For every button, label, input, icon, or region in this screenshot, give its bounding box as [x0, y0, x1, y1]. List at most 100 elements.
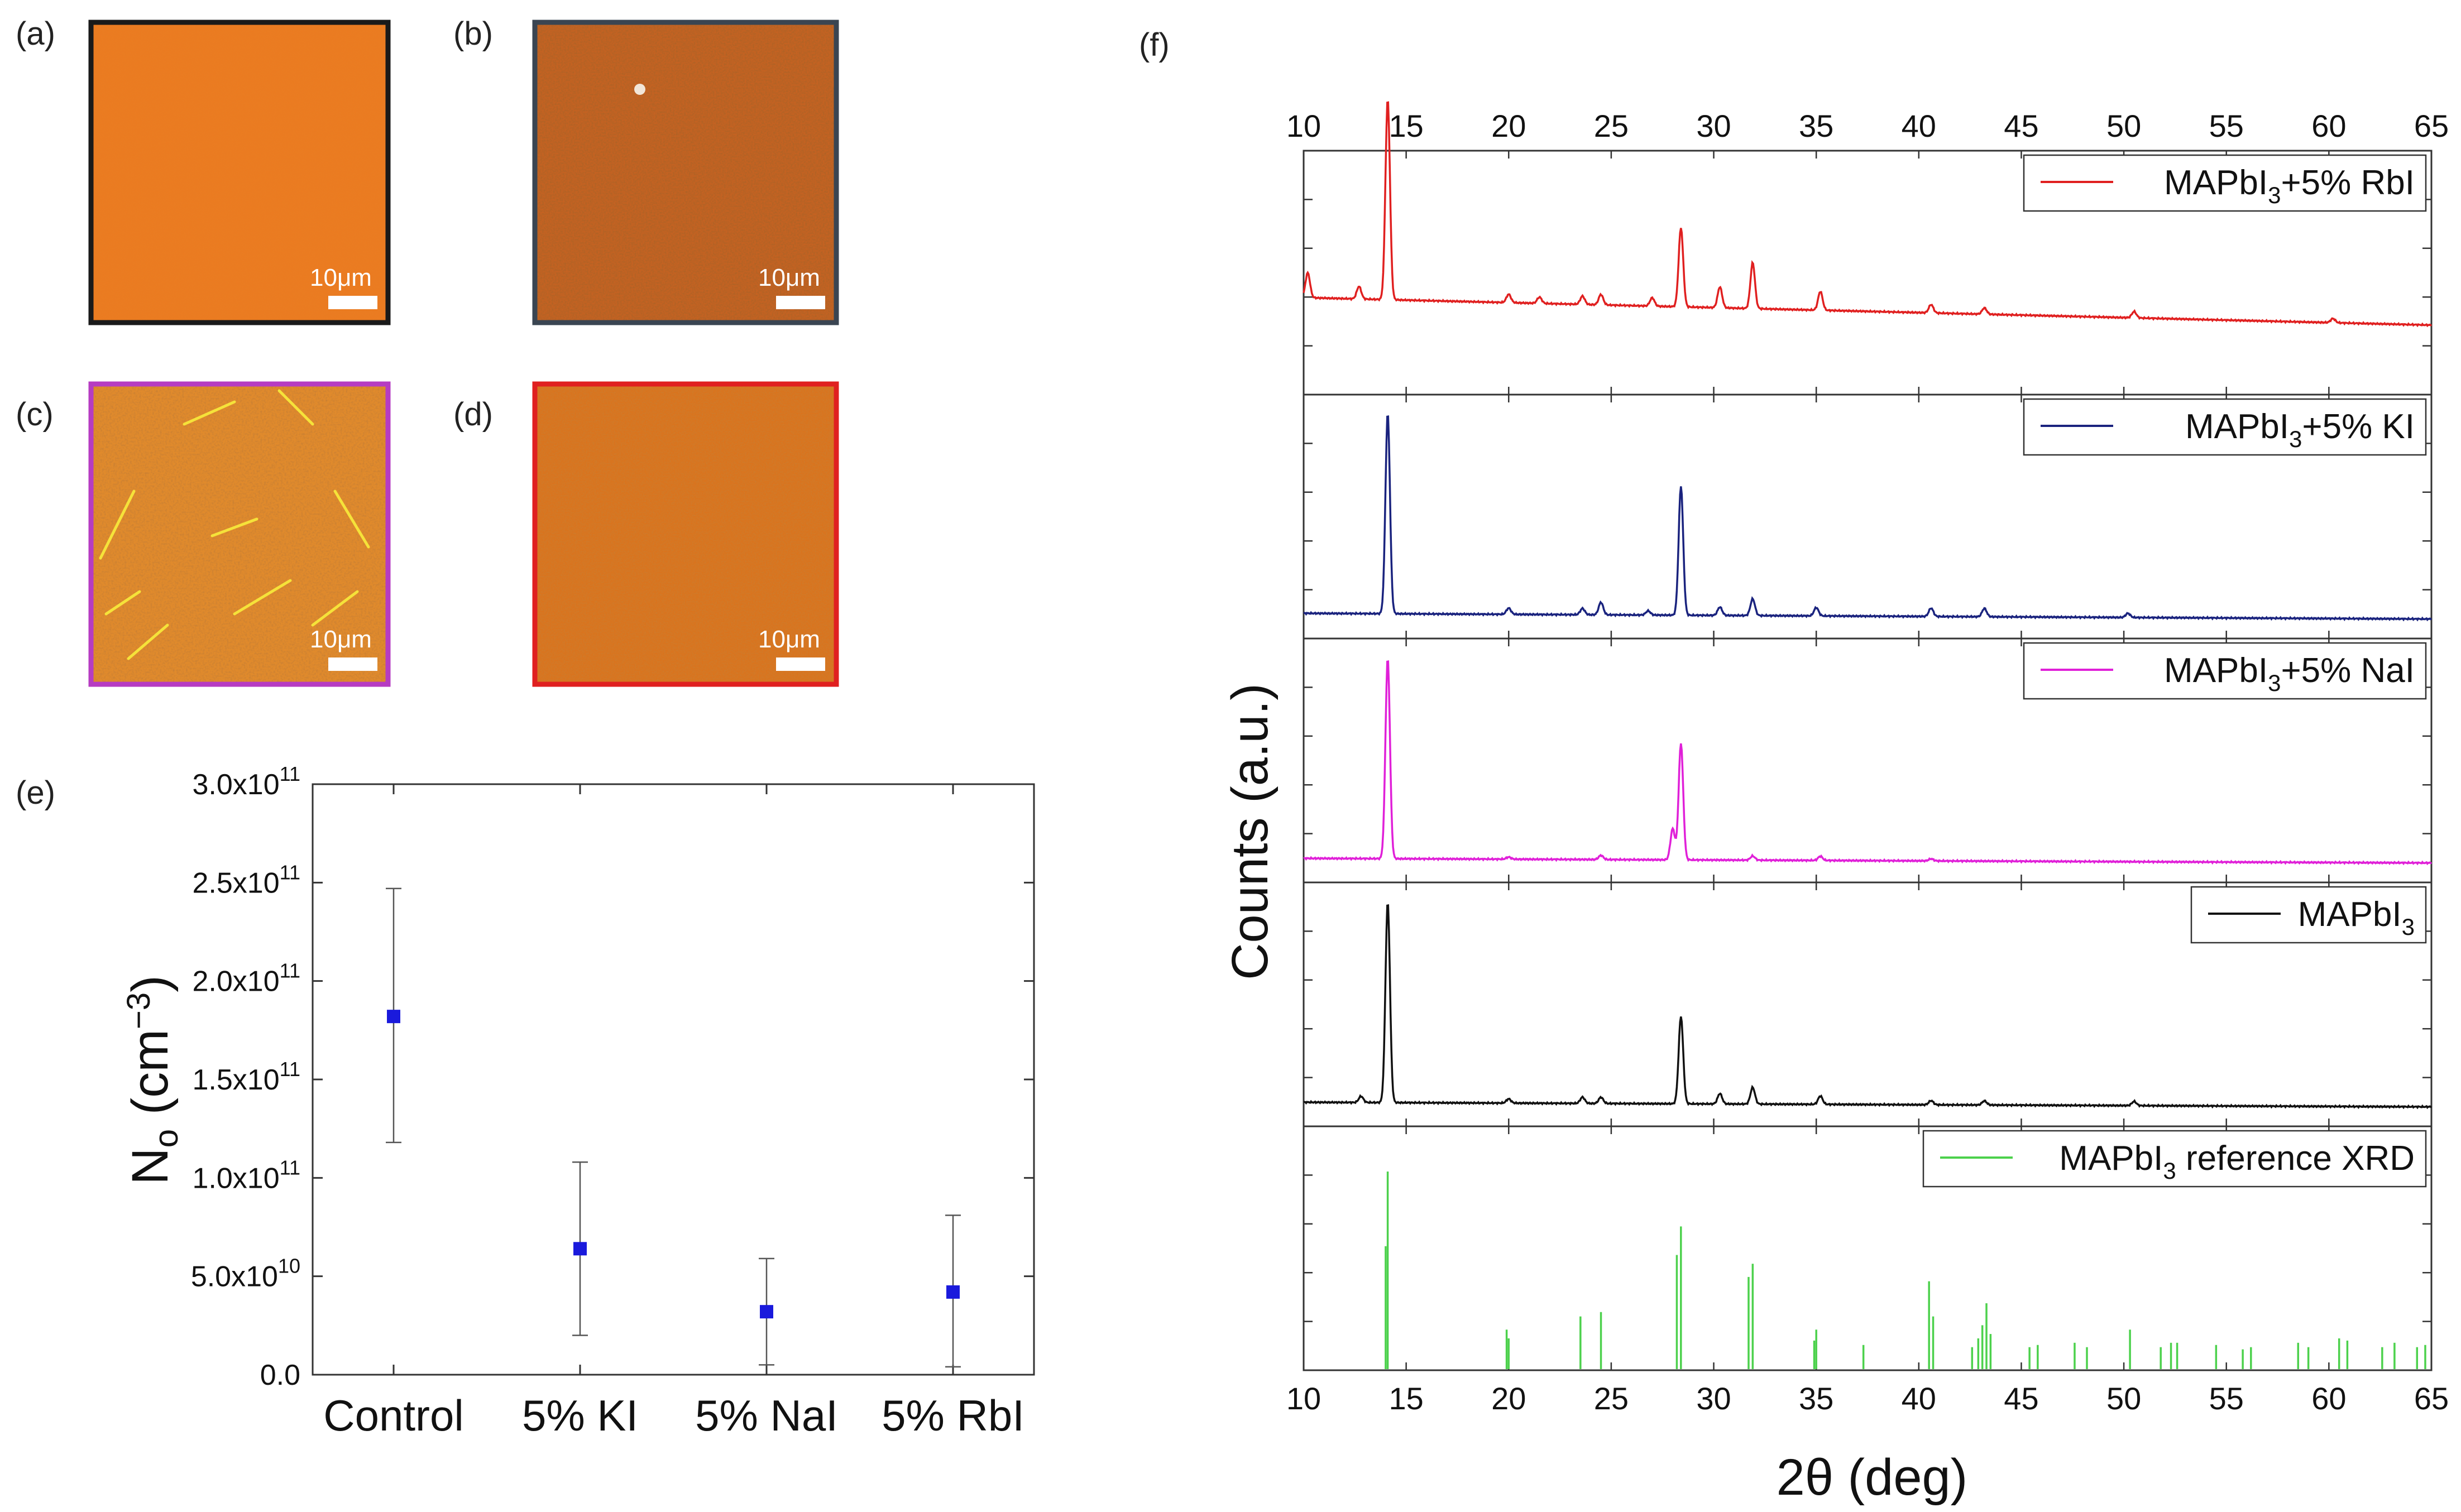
category-label: 5% NaI [695, 1391, 838, 1440]
data-point [387, 1010, 400, 1024]
afm-image-d: 10μm [532, 381, 839, 687]
y-tick-label-base: 5.0x10 [191, 1261, 278, 1293]
x-tick-label-top: 10 [1286, 108, 1321, 143]
x-tick-label-top: 50 [2106, 108, 2141, 143]
y-tick-label-base: 1.5x10 [192, 1064, 279, 1096]
needle [311, 590, 359, 627]
y-tick-label-base: 2.5x10 [192, 867, 279, 899]
needle [210, 517, 258, 537]
x-tick-label-top: 25 [1594, 108, 1629, 143]
afm-c-border [88, 381, 391, 687]
subpanel-1: MAPbI3+5% RbI [1303, 101, 2433, 396]
subpanel-5: MAPbI3 reference XRD [1303, 1125, 2433, 1371]
y-tick-label-base: 1.0x10 [192, 1162, 279, 1194]
legend-label-pre: MAPbI [2164, 651, 2268, 690]
y-tick-label-base: 2.0x10 [192, 966, 279, 998]
y-tick-label-base: 0.0 [260, 1359, 300, 1391]
legend-box: MAPbI3+5% RbI [2023, 154, 2427, 212]
legend-label-pre: MAPbI [2298, 895, 2402, 934]
y-tick-label: 2.0x1011 [192, 959, 300, 998]
legend-label-sub: 3 [2289, 426, 2302, 452]
scale-bar-label-d: 10μm [758, 626, 820, 653]
legend-label-sub: 3 [2163, 1158, 2176, 1184]
ylabel-sup: −3 [121, 992, 157, 1029]
legend-label-pre: MAPbI [2185, 407, 2289, 446]
needle [104, 590, 141, 616]
legend-label: MAPbI3+5% KI [2185, 407, 2415, 452]
y-tick-label-exp: 11 [280, 1156, 300, 1179]
x-tick-label-bottom: 10 [1286, 1381, 1321, 1416]
y-tick-label: 0.0 [260, 1359, 300, 1391]
scale-bar-b [776, 296, 825, 309]
subpanel-frame [1303, 1125, 2433, 1371]
afm-b-border [532, 20, 839, 325]
subpanel-2: MAPbI3+5% KI [1303, 393, 2433, 640]
legend-label-post: +5% RbI [2281, 164, 2415, 202]
y-tick-label: 1.0x1011 [192, 1156, 300, 1194]
chart-e-points [386, 887, 961, 1368]
scale-bar-label-c: 10μm [310, 626, 372, 653]
panel-label-b: (b) [453, 16, 493, 52]
x-tick-label-top: 55 [2209, 108, 2244, 143]
y-tick-label-exp: 11 [280, 861, 300, 884]
scale-bar-a [328, 296, 377, 309]
data-point [573, 1242, 587, 1256]
category-label: Control [323, 1391, 463, 1440]
chart-f-x-ticks: 10 10 15 15 20 20 25 25 30 30 35 35 40 40 45 45 50 50 55 55… [1286, 108, 2449, 1416]
data-point [946, 1285, 960, 1299]
chart-e-x-ticks: Control 5% KI 5% NaI 5% RbI [323, 784, 1024, 1440]
legend-box: MAPbI3+5% NaI [2023, 642, 2427, 700]
legend-box: MAPbI3​ [2190, 886, 2427, 944]
y-tick-label-exp: 11 [280, 959, 300, 982]
ylabel-close: ) [122, 975, 179, 992]
x-tick-label-bottom: 15 [1388, 1381, 1423, 1416]
scale-bar-label-b: 10μm [758, 264, 820, 291]
needle [127, 623, 169, 660]
needle [277, 389, 314, 426]
legend-label: MAPbI3 reference XRD [2059, 1139, 2415, 1184]
data-point [760, 1305, 773, 1319]
x-tick-label-top: 45 [2004, 108, 2038, 143]
x-tick-label-bottom: 40 [1902, 1381, 1936, 1416]
legend-label-sub: 3 [2268, 182, 2281, 208]
legend-label-sub: 3 [2268, 670, 2281, 696]
chart-f-x-axis-label: 2θ (deg) [1777, 1449, 1968, 1506]
x-tick-label-bottom: 20 [1491, 1381, 1526, 1416]
subpanel-4: MAPbI3​ [1303, 881, 2433, 1127]
afm-c-texture [91, 384, 388, 684]
legend-label-pre: MAPbI [2164, 164, 2268, 202]
x-tick-label-top: 40 [1902, 108, 1936, 143]
needle [99, 489, 136, 560]
legend-label-post: +5% NaI [2281, 651, 2415, 690]
scale-bar-d [776, 657, 825, 671]
series-line [1303, 415, 2433, 622]
afm-a-border [88, 20, 391, 325]
x-tick-label-top: 15 [1388, 108, 1423, 143]
x-tick-label-top: 35 [1799, 108, 1833, 143]
scale-bar-c [328, 657, 377, 671]
ylabel-unit-open: (cm [122, 1029, 179, 1129]
chart-e-frame [312, 783, 1035, 1376]
y-tick-label: 3.0x1011 [192, 762, 300, 801]
afm-b-particle [634, 84, 645, 95]
x-tick-label-bottom: 55 [2209, 1381, 2244, 1416]
afm-b-texture [535, 22, 836, 323]
panel-label-f: (f) [1139, 27, 1170, 63]
legend-box: MAPbI3+5% KI [2023, 398, 2427, 456]
category-label: 5% KI [522, 1391, 638, 1440]
x-tick-label-bottom: 65 [2414, 1381, 2449, 1416]
ylabel-main: N [122, 1148, 179, 1184]
panel-label-c: (c) [16, 396, 54, 433]
x-tick-label-top: 60 [2311, 108, 2346, 143]
needle [333, 489, 370, 549]
legend-label-pre: MAPbI [2059, 1139, 2163, 1178]
subpanel-3: MAPbI3+5% NaI [1303, 637, 2433, 884]
y-tick-label-exp: 10 [278, 1255, 300, 1278]
x-tick-label-bottom: 35 [1799, 1381, 1833, 1416]
afm-image-b: 10μm [532, 20, 839, 325]
x-tick-label-bottom: 60 [2311, 1381, 2346, 1416]
chart-f-y-axis-label: Counts (a.u.) [1222, 683, 1279, 980]
